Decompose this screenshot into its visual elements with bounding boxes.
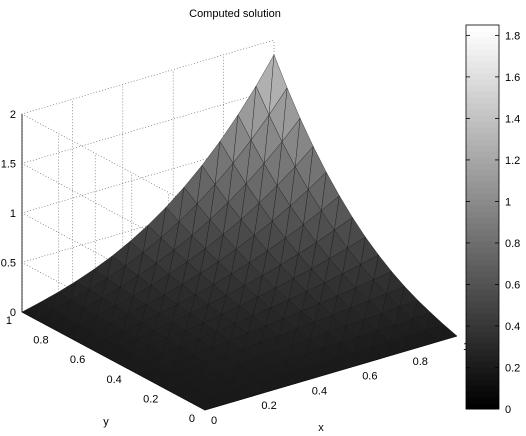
x-tick-label: 0.8 [413, 356, 428, 368]
colorbar-swatch [466, 127, 499, 134]
y-tick-label: 0 [189, 413, 195, 425]
colorbar-swatch [466, 379, 499, 386]
colorbar-swatch [466, 169, 499, 176]
x-tick-label: 0.6 [362, 371, 377, 383]
colorbar-swatch [466, 85, 499, 92]
colorbar-swatch [466, 121, 499, 128]
colorbar-swatch [466, 283, 499, 290]
colorbar-swatch [466, 313, 499, 320]
colorbar-tick-label: 1.2 [505, 155, 520, 167]
colorbar-swatch [466, 145, 499, 152]
colorbar-swatch [466, 31, 499, 38]
colorbar-tick-label: 0.8 [505, 238, 520, 250]
colorbar-swatch [466, 319, 499, 326]
colorbar-swatch [466, 337, 499, 344]
colorbar-swatch [466, 355, 499, 362]
colorbar-swatch [466, 229, 499, 236]
colorbar-swatch [466, 211, 499, 218]
colorbar-swatch [466, 73, 499, 80]
y-tick-label: 1 [6, 315, 12, 327]
colorbar-swatch [466, 199, 499, 206]
colorbar-swatch [466, 151, 499, 158]
colorbar-tick-label: 1.8 [505, 30, 520, 42]
z-tick-label: 0.5 [1, 258, 16, 270]
colorbar-swatch [466, 175, 499, 182]
colorbar-swatch [466, 253, 499, 260]
colorbar-swatch [466, 307, 499, 314]
colorbar-swatch [466, 271, 499, 278]
colorbar-swatch [466, 385, 499, 392]
colorbar-swatch [466, 331, 499, 338]
colorbar-swatch [466, 133, 499, 140]
colorbar-swatch [466, 103, 499, 110]
colorbar-swatch [466, 157, 499, 164]
colorbar-swatch [466, 301, 499, 308]
colorbar-swatch [466, 397, 499, 404]
colorbar-swatch [466, 43, 499, 50]
chart-title: Computed solution [189, 8, 281, 20]
colorbar-swatch [466, 25, 499, 32]
colorbar-swatch [466, 79, 499, 86]
colorbar-swatch [466, 259, 499, 266]
colorbar-swatch [466, 349, 499, 356]
colorbar-swatch [466, 91, 499, 98]
colorbar-swatch [466, 325, 499, 332]
colorbar-swatch [466, 343, 499, 350]
colorbar-tick-label: 0.6 [505, 279, 520, 291]
colorbar-swatch [466, 61, 499, 68]
y-tick-label: 0.2 [143, 393, 158, 405]
colorbar-swatch [466, 115, 499, 122]
x-axis-label: x [318, 422, 324, 434]
z-tick-label: 2 [10, 109, 16, 121]
colorbar-swatch [466, 181, 499, 188]
colorbar-swatch [466, 217, 499, 224]
colorbar-swatch [466, 97, 499, 104]
colorbar-tick-label: 1.6 [505, 72, 520, 84]
colorbar-swatch [466, 187, 499, 194]
colorbar-swatch [466, 367, 499, 374]
y-tick-label: 0.8 [33, 335, 48, 347]
colorbar-tick-label: 0.2 [505, 362, 520, 374]
colorbar-swatch [466, 235, 499, 242]
colorbar-swatch [466, 67, 499, 74]
y-tick-label: 0.4 [107, 374, 122, 386]
colorbar-swatch [466, 163, 499, 170]
y-tick-label: 0.6 [70, 354, 85, 366]
colorbar-swatch [466, 205, 499, 212]
colorbar-swatch [466, 277, 499, 284]
colorbar-swatch [466, 247, 499, 254]
z-tick-label: 1 [10, 208, 16, 220]
colorbar-tick-label: 0 [505, 404, 511, 416]
colorbar-tick-label: 1.4 [505, 113, 520, 125]
colorbar-swatch [466, 37, 499, 44]
colorbar-swatch [466, 109, 499, 116]
colorbar: 0 0.2 0.4 0.6 0.8 1 1.2 1.4 1.6 1.8 [465, 24, 520, 416]
colorbar-swatch [466, 391, 499, 398]
colorbar-swatch [466, 403, 499, 410]
z-tick-label: 0 [10, 307, 16, 319]
colorbar-swatch [466, 295, 499, 302]
y-axis-label: y [103, 416, 109, 428]
colorbar-swatch [466, 139, 499, 146]
x-tick-label: 0 [211, 415, 217, 427]
colorbar-swatch [466, 289, 499, 296]
colorbar-tick-label: 1 [505, 196, 511, 208]
colorbar-swatch [466, 361, 499, 368]
z-tick-label: 1.5 [1, 159, 16, 171]
colorbar-tick-label: 0.4 [505, 321, 520, 333]
colorbar-swatch [466, 55, 499, 62]
colorbar-swatch [466, 49, 499, 56]
x-tick-label: 0.2 [261, 400, 276, 412]
colorbar-swatch [466, 241, 499, 248]
colorbar-swatch [466, 193, 499, 200]
surface-plot [21, 54, 458, 411]
colorbar-swatch [466, 373, 499, 380]
surface-facet [438, 324, 458, 342]
colorbar-swatch [466, 223, 499, 230]
colorbar-swatch [466, 265, 499, 272]
x-tick-label: 0.4 [312, 385, 327, 397]
